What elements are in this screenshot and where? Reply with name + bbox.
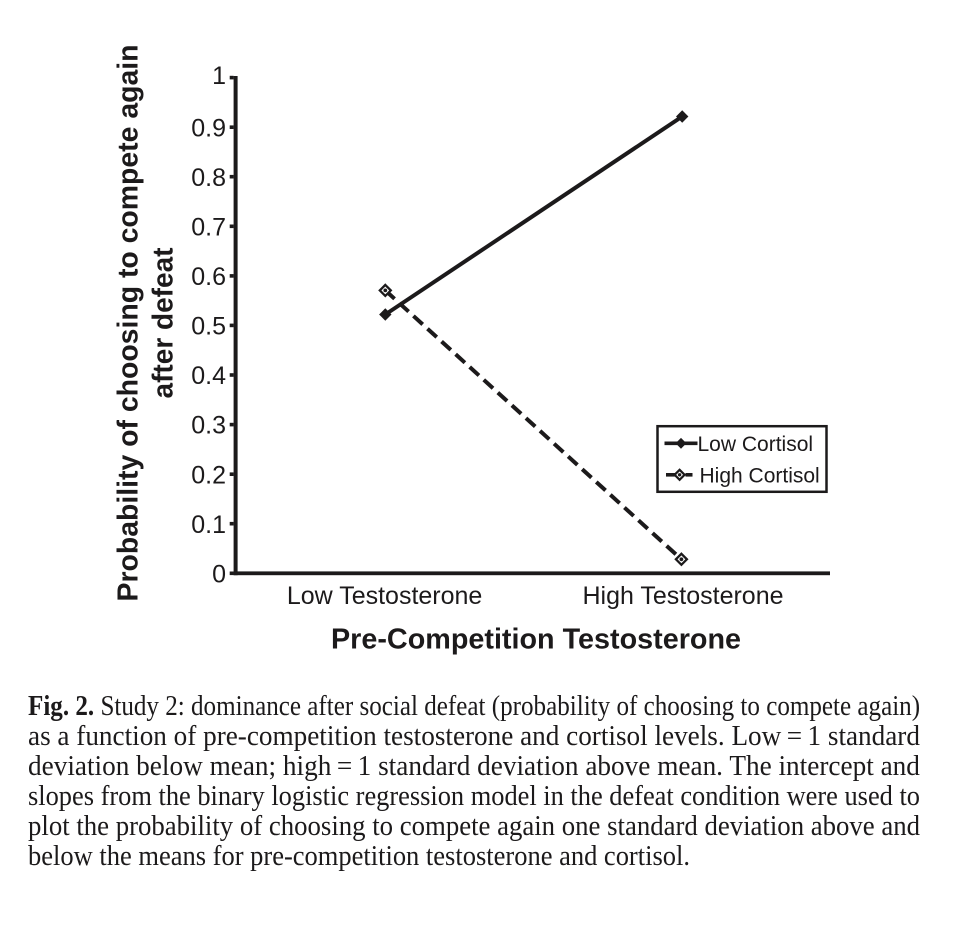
svg-text:Low Cortisol: Low Cortisol — [698, 433, 814, 456]
svg-text:0: 0 — [212, 560, 226, 588]
svg-text:0.4: 0.4 — [191, 362, 226, 390]
svg-text:0.8: 0.8 — [191, 164, 226, 192]
svg-text:0.1: 0.1 — [191, 511, 226, 539]
svg-text:Probability of choosing to com: Probability of choosing to compete again — [112, 45, 144, 602]
svg-text:0.2: 0.2 — [191, 461, 226, 489]
svg-text:1: 1 — [212, 62, 226, 90]
svg-text:0.7: 0.7 — [191, 213, 226, 241]
svg-text:0.5: 0.5 — [191, 313, 226, 341]
svg-text:Pre-Competition Testosterone: Pre-Competition Testosterone — [331, 624, 741, 656]
svg-text:Low Testosterone: Low Testosterone — [287, 582, 483, 610]
svg-text:High Cortisol: High Cortisol — [700, 464, 820, 487]
svg-text:High Testosterone: High Testosterone — [582, 582, 783, 610]
svg-text:0.9: 0.9 — [191, 114, 226, 142]
svg-text:0.3: 0.3 — [191, 412, 226, 440]
svg-text:after defeat: after defeat — [148, 247, 180, 398]
svg-text:0.6: 0.6 — [191, 263, 226, 291]
